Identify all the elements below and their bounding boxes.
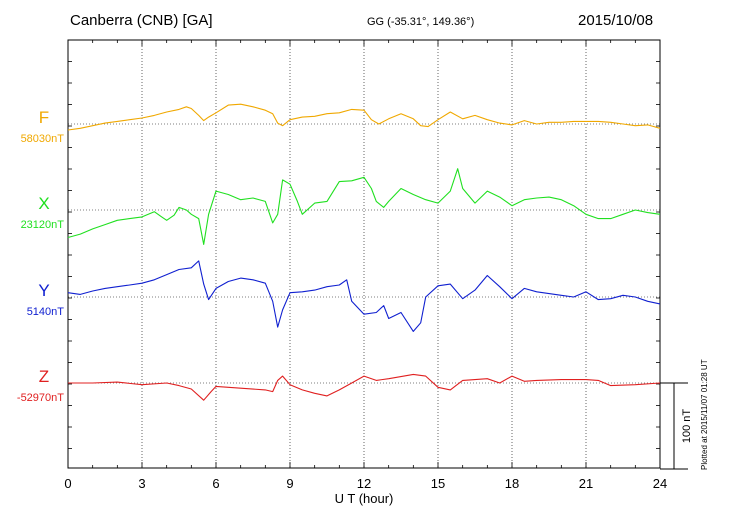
series-baseline-f: 58030nT xyxy=(21,133,65,145)
series-baseline-x: 23120nT xyxy=(21,219,65,231)
x-tick-label: 9 xyxy=(286,476,293,491)
series-baseline-z: -52970nT xyxy=(17,392,64,404)
series-line-x xyxy=(67,168,661,245)
x-tick-label: 6 xyxy=(212,476,219,491)
x-tick-label: 24 xyxy=(653,476,667,491)
series-line-z xyxy=(68,373,661,401)
x-tick-label: 12 xyxy=(357,476,371,491)
series-name-x: X xyxy=(38,194,49,213)
series-line-y xyxy=(67,260,661,332)
scale-bar-label: 100 nT xyxy=(681,409,693,444)
x-tick-label: 0 xyxy=(64,476,71,491)
x-tick-label: 21 xyxy=(579,476,593,491)
x-tick-label: 18 xyxy=(505,476,519,491)
series-name-z: Z xyxy=(39,367,49,386)
date-label: 2015/10/08 xyxy=(578,12,654,29)
station-coordinates: GG (-35.31°, 149.36°) xyxy=(367,16,475,28)
x-tick-label: 3 xyxy=(138,476,145,491)
series-name-y: Y xyxy=(38,281,49,300)
station-title: Canberra (CNB) [GA] xyxy=(70,12,213,29)
series-name-f: F xyxy=(39,108,49,127)
x-tick-label: 15 xyxy=(431,476,445,491)
series-baseline-y: 5140nT xyxy=(27,306,65,318)
x-axis-label: U T (hour) xyxy=(335,491,394,506)
plotted-timestamp: Plotted at 2015/11/07 01:28 UT xyxy=(700,359,709,470)
series-line-f xyxy=(67,103,661,131)
